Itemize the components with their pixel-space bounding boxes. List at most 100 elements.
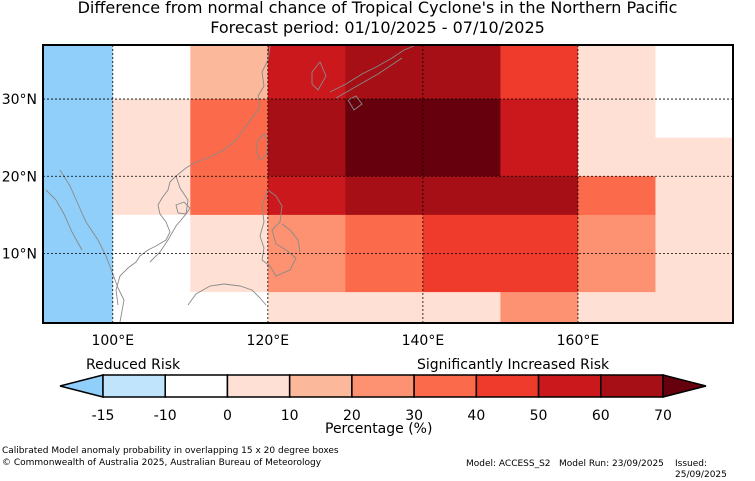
longitude-tick-label: 160°E bbox=[557, 333, 600, 349]
colorbar-over-triangle bbox=[662, 374, 707, 398]
colorbar-bin bbox=[102, 374, 166, 398]
grid-cell bbox=[112, 45, 191, 100]
latitude-tick-label: 30°N bbox=[2, 92, 37, 108]
grid-cell bbox=[422, 253, 501, 293]
colorbar-tick-label: 0 bbox=[223, 408, 232, 424]
grid-cell bbox=[267, 99, 346, 139]
grid-cell bbox=[43, 292, 114, 324]
grid-cell bbox=[345, 253, 424, 293]
colorbar-bin bbox=[226, 374, 291, 398]
grid-cell bbox=[267, 253, 346, 293]
colorbar-tick-label: 50 bbox=[530, 408, 548, 424]
colorbar-axis-label: Percentage (%) bbox=[325, 421, 433, 437]
grid-cell bbox=[422, 99, 501, 139]
grid-cell bbox=[345, 137, 424, 177]
latitude-tick-label: 20°N bbox=[2, 169, 37, 185]
colorbar-tick-label: -15 bbox=[92, 408, 115, 424]
grid-cell bbox=[500, 137, 579, 177]
grid-cell bbox=[190, 99, 269, 139]
grid-cell bbox=[267, 292, 346, 324]
grid-cell bbox=[577, 214, 656, 254]
grid-cell bbox=[267, 45, 346, 100]
grid-cell bbox=[422, 214, 501, 254]
anomaly-grid bbox=[43, 45, 734, 324]
grid-cell bbox=[655, 176, 734, 216]
grid-cell bbox=[43, 137, 114, 177]
grid-cell bbox=[112, 214, 191, 254]
grid-cell bbox=[500, 45, 579, 100]
latitude-axis: 30°N 20°N 10°N bbox=[2, 92, 37, 262]
map-figure: 100°E 120°E 140°E 160°E 30°N 20°N 10°N -15 -10… bbox=[2, 44, 734, 424]
colorbar-tick-label: 70 bbox=[654, 408, 672, 424]
colorbar: -15 -10 0 10 20 30 40 50 60 70 bbox=[59, 374, 707, 424]
grid-cell bbox=[422, 292, 501, 324]
grid-cell bbox=[190, 253, 269, 293]
colorbar-tick-label: 20 bbox=[343, 408, 361, 424]
colorbar-bin bbox=[413, 374, 478, 398]
colorbar-tick-label: 40 bbox=[467, 408, 485, 424]
colorbar-under-triangle bbox=[59, 374, 104, 398]
grid-cell bbox=[190, 214, 269, 254]
grid-cell bbox=[577, 292, 656, 324]
grid-cell bbox=[345, 45, 424, 100]
grid-cell bbox=[190, 45, 269, 100]
graticule bbox=[43, 45, 733, 323]
grid-cell bbox=[43, 99, 114, 139]
grid-cell bbox=[655, 292, 734, 324]
grid-cell bbox=[655, 253, 734, 293]
grid-cell bbox=[655, 137, 734, 177]
grid-cell bbox=[345, 176, 424, 216]
grid-cell bbox=[655, 99, 734, 139]
colorbar-bin bbox=[164, 374, 229, 398]
reduced-risk-label: Reduced Risk bbox=[86, 357, 181, 373]
grid-cell bbox=[500, 292, 579, 324]
footer-model: Model: ACCESS_S2 bbox=[466, 459, 551, 469]
grid-cell bbox=[655, 45, 734, 100]
longitude-tick-label: 140°E bbox=[402, 333, 445, 349]
footer-description: Calibrated Model anomaly probability in … bbox=[2, 446, 339, 456]
colorbar-bin bbox=[537, 374, 602, 398]
grid-cell bbox=[577, 176, 656, 216]
map-frame bbox=[42, 44, 734, 324]
colorbar-ticks: -15 -10 0 10 20 30 40 50 60 70 bbox=[92, 408, 672, 424]
grid-cell bbox=[655, 214, 734, 254]
grid-cell bbox=[500, 253, 579, 293]
grid-cell bbox=[43, 45, 114, 100]
grid-cell bbox=[190, 292, 269, 324]
longitude-tick-label: 100°E bbox=[91, 333, 134, 349]
colorbar-bin bbox=[351, 374, 415, 398]
grid-cell bbox=[112, 292, 191, 324]
grid-cell bbox=[422, 176, 501, 216]
grid-cell bbox=[112, 99, 191, 139]
increased-risk-label: Significantly Increased Risk bbox=[417, 357, 610, 373]
grid-cell bbox=[43, 253, 114, 293]
coastline bbox=[45, 45, 415, 323]
longitude-axis: 100°E 120°E 140°E 160°E bbox=[91, 333, 599, 349]
colorbar-tick-label: 30 bbox=[405, 408, 423, 424]
colorbar-bin bbox=[475, 374, 540, 398]
grid-cell bbox=[43, 214, 114, 254]
map-title: Difference from normal chance of Tropica… bbox=[77, 0, 678, 17]
footer-copyright: © Commonwealth of Australia 2025, Austra… bbox=[2, 458, 322, 468]
grid-cell bbox=[267, 176, 346, 216]
grid-cell bbox=[190, 176, 269, 216]
grid-cell bbox=[112, 253, 191, 293]
grid-cell bbox=[345, 99, 424, 139]
colorbar-bin bbox=[600, 374, 664, 398]
grid-cell bbox=[267, 137, 346, 177]
grid-cell bbox=[577, 253, 656, 293]
grid-cell bbox=[422, 137, 501, 177]
grid-cell bbox=[577, 99, 656, 139]
grid-cell bbox=[345, 214, 424, 254]
footer-model-run: Model Run: 23/09/2025 bbox=[559, 459, 664, 469]
grid-cell bbox=[422, 45, 501, 100]
colorbar-tick-label: 10 bbox=[281, 408, 299, 424]
colorbar-bins bbox=[102, 374, 664, 398]
grid-cell bbox=[112, 176, 191, 216]
colorbar-bin bbox=[288, 374, 353, 398]
longitude-tick-label: 120°E bbox=[247, 333, 290, 349]
grid-cell bbox=[577, 137, 656, 177]
latitude-tick-label: 10°N bbox=[2, 247, 37, 263]
grid-cell bbox=[345, 292, 424, 324]
grid-cell bbox=[267, 214, 346, 254]
